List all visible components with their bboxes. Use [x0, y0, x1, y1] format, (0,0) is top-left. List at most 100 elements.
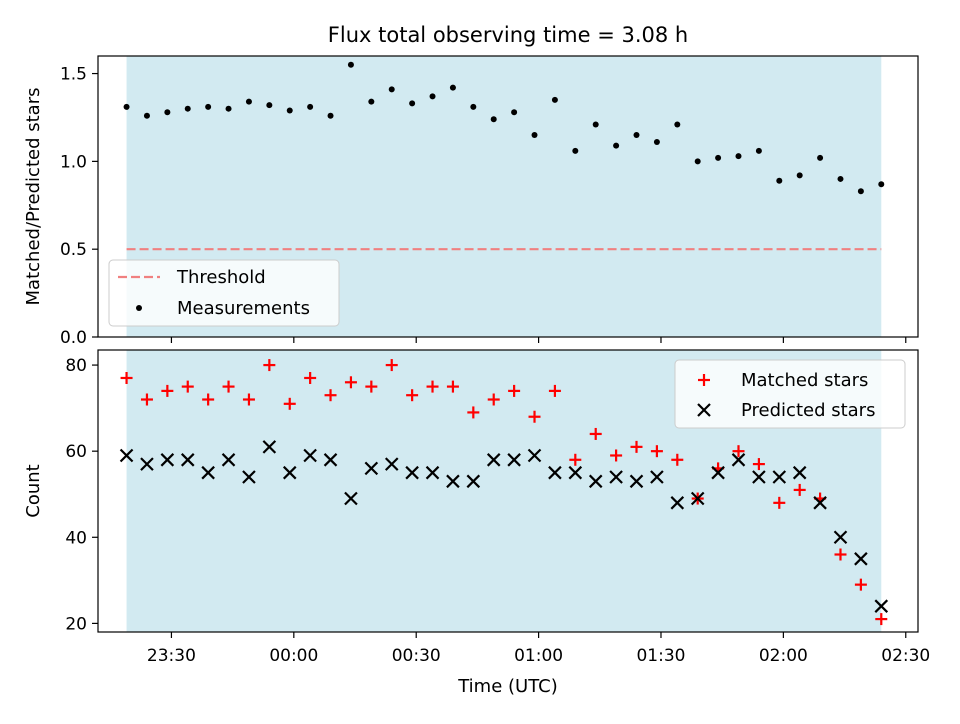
measurement-point: [735, 153, 742, 160]
matched-star-point: [589, 427, 602, 440]
measurement-point: [409, 100, 416, 107]
predicted-star-point: [874, 599, 889, 613]
matched-star-point: [242, 393, 255, 406]
predicted-star-point: [446, 474, 460, 489]
ratio-legend: Threshold Measurements: [108, 259, 340, 327]
x-tick-label: 00:30: [392, 646, 441, 666]
count-legend: Matched stars Predicted stars: [674, 359, 906, 429]
ratio-y-tick-label: 1.0: [60, 152, 87, 172]
matched-star-point: [732, 445, 745, 458]
measurement-point: [633, 132, 640, 139]
x-tick-label: 01:30: [636, 646, 685, 666]
predicted-star-point: [119, 448, 134, 463]
legend-measurements-label: Measurements: [177, 298, 310, 319]
measurement-point: [143, 112, 150, 119]
count-y-tick-label: 40: [65, 528, 87, 548]
measurement-point: [449, 84, 456, 91]
predicted-star-point: [670, 496, 685, 510]
matched-star-point: [426, 380, 439, 393]
predicted-star-point: [180, 453, 195, 467]
predicted-star-point: [548, 465, 562, 480]
measurement-point: [817, 154, 824, 161]
ratio-y-tick-label: 0.0: [60, 328, 87, 348]
matched-star-point: [773, 496, 786, 509]
measurement-point: [164, 109, 171, 116]
count-legend-box: [674, 359, 906, 429]
predicted-star-point: [609, 470, 623, 484]
matched-star-point: [671, 453, 684, 466]
matched-star-point: [446, 380, 459, 393]
count-y-tick-label: 20: [65, 614, 87, 634]
matched-star-point: [324, 389, 337, 402]
predicted-star-point: [833, 530, 848, 545]
measurement-point: [613, 142, 620, 149]
measurement-point: [694, 158, 701, 165]
predicted-star-point: [282, 465, 297, 480]
matched-star-point: [365, 380, 378, 393]
count-panel: 20 40 60 80 23:30 00:00 00:30 01:00 01:30 02:00 02…: [23, 349, 930, 666]
x-tick-label: 02:30: [881, 646, 930, 666]
matched-star-point: [406, 389, 419, 402]
measurement-point: [245, 98, 252, 105]
measurement-point: [347, 61, 354, 68]
x-tick-label: 02:00: [759, 646, 808, 666]
measurement-point: [837, 175, 844, 182]
x-axis-label: Time (UTC): [457, 676, 558, 697]
matched-star-point: [569, 453, 582, 466]
measurement-point: [796, 172, 803, 179]
count-y-tick-label: 80: [65, 356, 87, 376]
matched-star-point: [854, 578, 867, 591]
matched-star-point: [528, 410, 541, 423]
matched-star-point: [650, 445, 663, 458]
matched-star-point: [875, 613, 888, 626]
matched-star-point: [385, 359, 398, 372]
measurement-point: [123, 103, 130, 110]
legend-predicted-swatch: [697, 403, 711, 417]
measurement-point: [266, 102, 273, 109]
x-tick-label: 01:00: [514, 646, 563, 666]
measurement-point: [776, 177, 783, 184]
predicted-star-point: [813, 496, 827, 510]
predicted-star-point: [731, 453, 746, 467]
predicted-star-point: [854, 552, 868, 566]
matched-star-point: [283, 397, 296, 410]
predicted-star-point: [711, 465, 725, 480]
matched-star-point: [161, 384, 174, 397]
measurement-point: [490, 116, 497, 123]
predicted-star-point: [772, 470, 787, 484]
count-y-axis-label: Count: [23, 464, 44, 517]
ratio-frame: [97, 55, 919, 338]
predicted-star-point: [629, 474, 644, 489]
matched-star-point: [263, 359, 276, 372]
predicted-star-point: [364, 461, 379, 476]
measurement-point: [429, 93, 436, 100]
measurement-point: [878, 181, 885, 188]
chart-title: Flux total observing time = 3.08 h: [328, 23, 688, 47]
measurement-point: [511, 109, 518, 116]
predicted-star-point: [344, 491, 358, 506]
predicted-star-point: [384, 457, 399, 471]
matched-star-point: [834, 548, 847, 561]
measurement-point: [307, 103, 314, 110]
predicted-star-point: [405, 465, 419, 480]
predicted-star-point: [242, 470, 256, 484]
measurement-point: [225, 105, 232, 112]
count-y-tick-label: 60: [65, 442, 87, 462]
ratio-legend-box: [108, 259, 340, 327]
x-tick-label: 00:00: [269, 646, 318, 666]
matched-star-point: [752, 458, 765, 471]
measurement-point: [592, 121, 599, 128]
measurement-point: [551, 96, 558, 103]
ratio-y-axis-label: Matched/Predicted stars: [23, 88, 44, 306]
matched-star-point: [140, 393, 153, 406]
measurement-point: [572, 147, 579, 154]
measurement-point: [857, 188, 864, 195]
predicted-star-point: [752, 470, 766, 484]
measurement-point: [653, 139, 660, 146]
matched-star-point: [487, 393, 500, 406]
predicted-star-point: [650, 470, 664, 484]
matched-star-point: [120, 371, 133, 384]
legend-predicted-label: Predicted stars: [741, 400, 875, 421]
measurement-point: [327, 112, 334, 119]
